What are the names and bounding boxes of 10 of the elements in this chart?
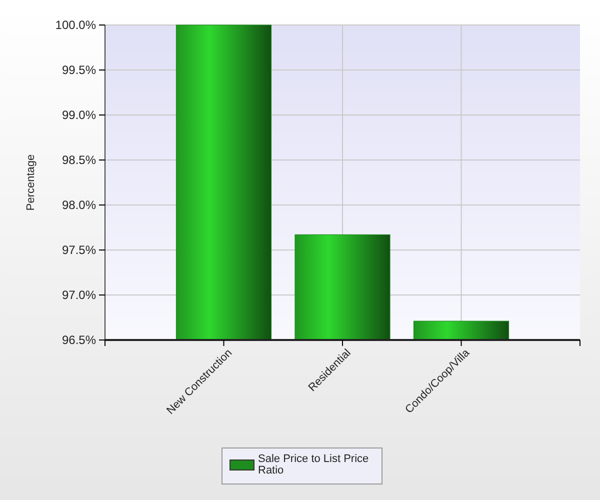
legend-label: Sale Price to List Price Ratio <box>258 453 369 477</box>
y-tick-label: 97.0% <box>62 288 96 302</box>
y-tick-label: 99.0% <box>62 108 96 122</box>
y-tick-label: 98.0% <box>62 198 96 212</box>
y-tick-label: 96.5% <box>62 332 96 347</box>
y-tick-label: 97.5% <box>62 242 96 257</box>
y-tick-label: 99.5% <box>62 62 96 77</box>
y-tick-label: 100.0% <box>55 18 96 32</box>
y-tick-label: 98.5% <box>62 152 96 167</box>
y-axis-title: Percentage <box>25 154 37 211</box>
